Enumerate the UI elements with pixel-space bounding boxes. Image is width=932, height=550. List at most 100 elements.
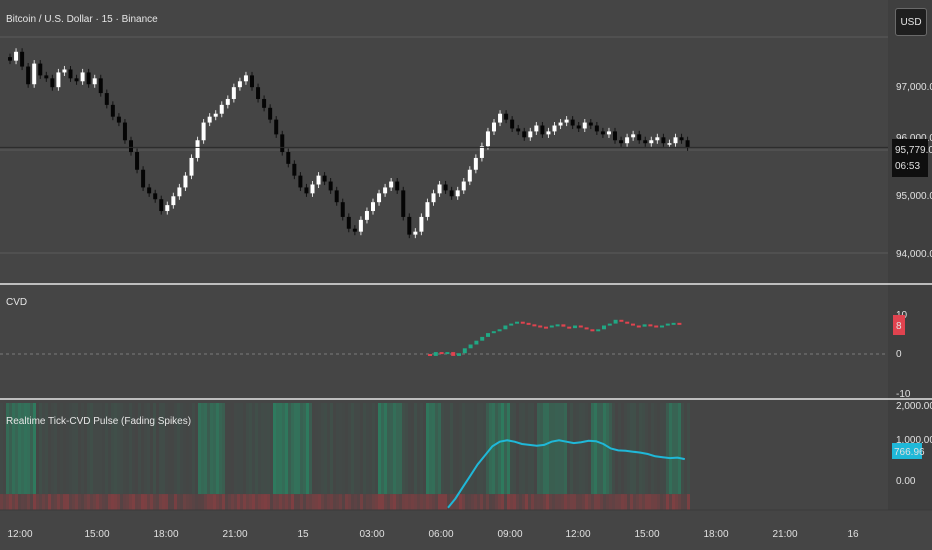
candle xyxy=(600,127,605,138)
cvd-bar xyxy=(526,322,531,325)
candle xyxy=(613,127,617,144)
candle xyxy=(588,119,593,130)
candle xyxy=(637,130,642,144)
last-price: 95,779.01 xyxy=(895,145,932,156)
pulse-axis[interactable]: 2,000.00 1,000.00 0.00 xyxy=(896,401,932,487)
candle xyxy=(606,127,611,138)
candle xyxy=(189,154,194,180)
candle xyxy=(334,186,339,206)
candle xyxy=(443,180,448,194)
candle xyxy=(225,95,230,109)
candle xyxy=(44,71,49,82)
cvd-bar xyxy=(619,319,624,322)
cvd-bar xyxy=(596,329,601,332)
candle xyxy=(328,178,333,194)
cvd-bar xyxy=(573,325,577,329)
candle xyxy=(20,48,25,71)
cvd-bar xyxy=(549,325,554,328)
candle xyxy=(340,198,345,221)
candle xyxy=(298,172,303,191)
candle xyxy=(449,186,454,200)
candle xyxy=(129,136,133,156)
cvd-bar xyxy=(451,352,456,356)
candle xyxy=(14,48,19,65)
pulse-tick: 2,000.00 xyxy=(896,401,932,412)
candle xyxy=(98,74,103,97)
cvd-bar xyxy=(631,323,635,326)
time-label: 03:00 xyxy=(359,529,384,540)
cvd-bar xyxy=(538,325,543,328)
candle xyxy=(68,65,73,82)
time-label: 06:00 xyxy=(428,529,453,540)
pulse-title: Realtime Tick-CVD Pulse (Fading Spikes) xyxy=(6,416,191,427)
candle xyxy=(498,110,503,127)
candle xyxy=(528,127,533,141)
cvd-bar xyxy=(677,322,682,325)
candle xyxy=(358,216,363,236)
candle xyxy=(268,104,273,124)
cvd-bar xyxy=(433,352,438,356)
time-label: 12:00 xyxy=(7,529,32,540)
currency-button[interactable]: USD xyxy=(895,8,927,36)
candle xyxy=(546,127,551,138)
candle xyxy=(667,139,672,147)
candle xyxy=(286,148,291,168)
candle xyxy=(195,136,200,162)
pulse-current-value: 766.96 xyxy=(894,447,925,458)
cvd-bar xyxy=(660,325,664,328)
pulse-value-label: 766.96 xyxy=(892,443,925,459)
candle xyxy=(570,116,575,130)
candle xyxy=(425,198,430,221)
candle xyxy=(26,63,31,88)
candle xyxy=(352,225,357,236)
candle xyxy=(395,178,400,194)
candle xyxy=(92,74,97,88)
candle xyxy=(413,228,418,239)
time-label: 09:00 xyxy=(497,529,522,540)
candle xyxy=(655,133,660,144)
candle xyxy=(631,130,636,141)
time-label: 21:00 xyxy=(772,529,797,540)
cvd-bar xyxy=(544,326,548,329)
candle xyxy=(231,83,236,103)
candle xyxy=(419,213,424,236)
candle xyxy=(32,60,37,88)
cvd-bar xyxy=(515,321,519,324)
cvd-bar xyxy=(457,353,461,356)
candle xyxy=(346,213,351,233)
cvd-bar xyxy=(578,325,583,328)
price-tick: 94,000.00 xyxy=(896,249,932,260)
candle xyxy=(685,136,690,151)
candle xyxy=(485,127,490,150)
candle xyxy=(141,166,146,191)
time-label: 16 xyxy=(847,529,859,540)
chart-title: Bitcoin / U.S. Dollar · 15 · Binance xyxy=(6,14,158,25)
candle xyxy=(473,154,478,174)
candle xyxy=(80,68,85,85)
cvd-bar xyxy=(555,324,560,327)
candle xyxy=(62,65,67,76)
cvd-bar xyxy=(486,333,490,337)
candle xyxy=(461,178,466,194)
cvd-bar xyxy=(613,319,618,324)
time-axis[interactable]: 12:00 15:00 18:00 21:00 15 03:00 06:00 0… xyxy=(7,529,859,540)
candle xyxy=(383,183,388,197)
time-label: 18:00 xyxy=(703,529,728,540)
cvd-bar xyxy=(590,329,595,332)
candle xyxy=(262,95,267,112)
candle xyxy=(165,201,170,215)
candle xyxy=(86,68,91,88)
price-axis[interactable]: 97,000.00 96,000.00 95,000.00 94,000.00 xyxy=(896,82,932,260)
candle xyxy=(316,172,321,189)
candle xyxy=(177,183,182,200)
candle xyxy=(558,119,563,130)
candle xyxy=(159,195,164,215)
candle xyxy=(364,207,369,224)
cvd-bar xyxy=(428,354,432,356)
candle xyxy=(431,189,436,206)
time-label: 15:00 xyxy=(634,529,659,540)
candle xyxy=(516,124,521,135)
time-label: 15:00 xyxy=(84,529,109,540)
candle xyxy=(74,74,79,85)
